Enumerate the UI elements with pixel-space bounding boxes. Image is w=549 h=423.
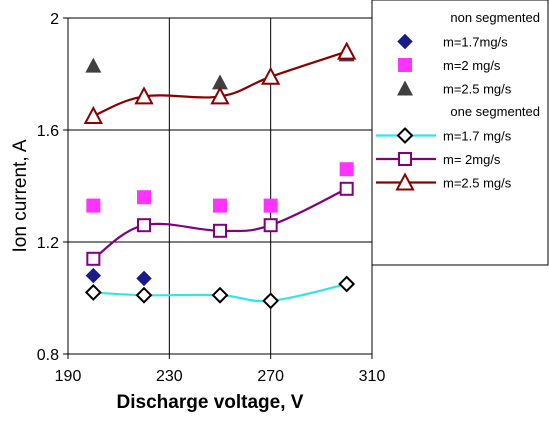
legend-item: m=1.7 mg/s [376, 127, 512, 144]
data-point [84, 283, 102, 301]
legend-marker [396, 127, 414, 144]
legend-label: m=2.5 mg/s [443, 176, 512, 191]
series-layer [83, 41, 357, 310]
series-4 [84, 275, 356, 310]
y-axis-label: Ion current, A [10, 139, 31, 252]
series-6 [83, 41, 357, 124]
data-point [136, 270, 152, 287]
legend-item: m=1.7mg/s [397, 33, 508, 50]
legend-label: m= 2mg/s [443, 152, 501, 167]
data-point [211, 286, 229, 304]
x-tick-label: 270 [257, 368, 284, 385]
data-point [210, 86, 230, 105]
series-3 [85, 46, 355, 90]
series-5 [86, 181, 354, 266]
x-axis-label: Discharge voltage, V [117, 392, 304, 413]
data-point [137, 190, 151, 205]
tick-labels: 190 230 270 310 0.8 1.2 1.6 2 [37, 11, 386, 385]
data-point [134, 86, 154, 105]
data-point [86, 251, 101, 266]
data-point [336, 41, 357, 60]
data-point [85, 267, 102, 284]
legend-group-title: non segmented [450, 10, 540, 25]
series-1 [85, 267, 152, 287]
data-point [338, 275, 356, 293]
data-point [85, 57, 102, 73]
data-point [135, 286, 153, 304]
data-point [86, 198, 101, 213]
legend-item: m=2.5 mg/s [376, 172, 512, 191]
data-point [213, 223, 227, 238]
y-tick-label: 2 [50, 11, 59, 28]
legend-label: m=2.5 mg/s [443, 82, 512, 97]
legend-marker [398, 152, 412, 166]
legend-marker [395, 172, 415, 191]
legend-item: m=2.5 mg/s [397, 80, 512, 97]
series-2 [86, 162, 354, 213]
legend-label: m=2 mg/s [443, 58, 501, 73]
legend-item: m= 2mg/s [376, 152, 501, 167]
grid [63, 17, 373, 359]
y-tick-label: 1.2 [37, 235, 59, 252]
x-tick-label: 310 [359, 368, 386, 385]
legend-item: m=2 mg/s [398, 58, 501, 73]
data-point [339, 181, 354, 196]
data-point [260, 66, 281, 85]
data-point [263, 198, 278, 213]
data-point [212, 74, 228, 90]
x-tick-label: 190 [55, 368, 82, 385]
data-point [83, 105, 104, 124]
legend: non segmented m=1.7mg/s m=2 mg/s m=2.5 mg/s… [371, 0, 549, 266]
legend-marker [398, 58, 412, 72]
data-point [213, 198, 227, 213]
data-point [262, 292, 280, 310]
data-point [263, 218, 278, 233]
legend-label: m=1.7 mg/s [443, 129, 512, 144]
y-tick-label: 1.6 [37, 123, 59, 140]
legend-marker [397, 80, 413, 96]
y-tick-label: 0.8 [37, 347, 59, 364]
legend-group-title: one segmented [450, 104, 540, 119]
x-tick-label: 230 [156, 368, 183, 385]
legend-marker [397, 33, 413, 50]
legend-label: m=1.7mg/s [443, 35, 508, 50]
data-point [137, 218, 151, 233]
data-point [339, 162, 354, 177]
